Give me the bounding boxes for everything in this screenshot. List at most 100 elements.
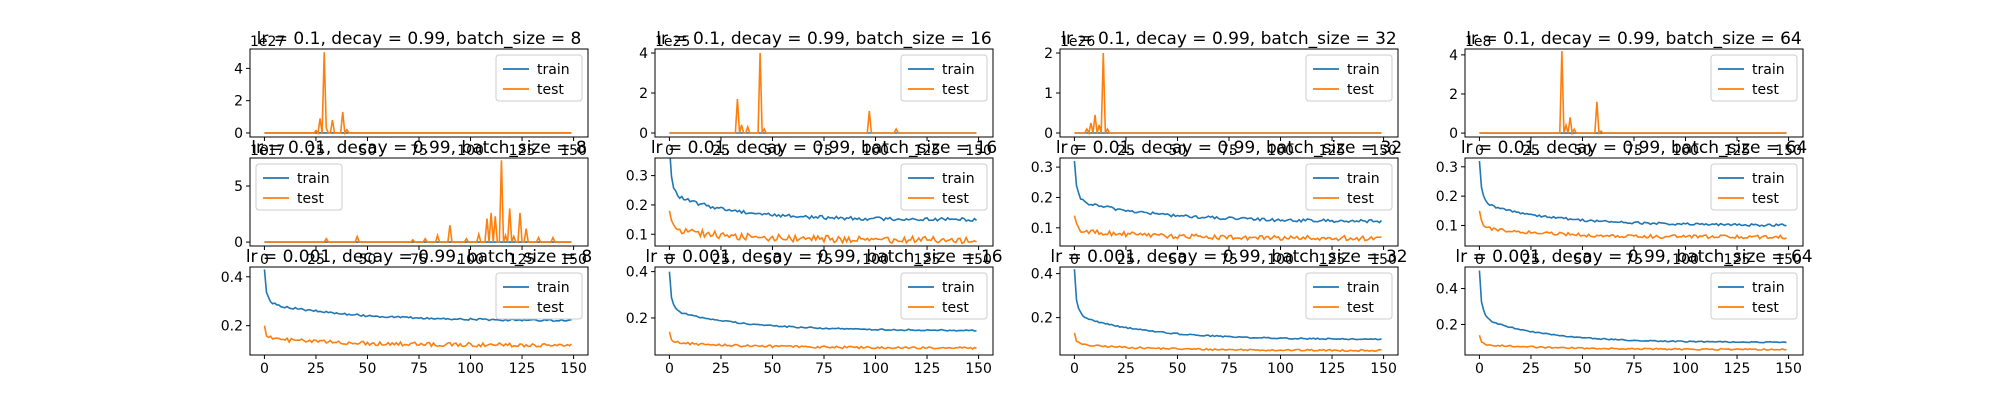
y-tick-label: 1 [1044, 86, 1053, 102]
x-tick-label: 50 [1574, 361, 1592, 377]
y-tick-label: 2 [639, 86, 648, 102]
x-tick-label: 125 [1319, 143, 1346, 159]
x-tick-label: 25 [1117, 361, 1135, 377]
subplot-title: lr = 0.1, decay = 0.99, batch_size = 16 [656, 29, 992, 49]
y-scale-label: 1e27 [250, 34, 285, 50]
series-line-test [263, 325, 573, 349]
subplot-title: lr = 0.01, decay = 0.99, batch_size = 32 [1056, 138, 1402, 158]
series-line-train [1073, 269, 1382, 341]
subplot-11[interactable]: 0 25 50 75 100 125 150 0.2 0.4lr = 0.001, decay … [1031, 247, 1408, 377]
subplot-9[interactable]: 0 25 50 75 100 125 150 0.2 0.4lr = 0.001, decay … [221, 247, 592, 377]
series-line-test [668, 210, 977, 245]
series-line-train [669, 158, 978, 222]
x-tick-label: 125 [1724, 143, 1751, 159]
plot-area [264, 160, 572, 243]
x-tick-label: 75 [1220, 143, 1238, 159]
subplot-10[interactable]: 0 25 50 75 100 125 150 0.2 0.4lr = 0.001, decay … [626, 247, 1003, 377]
legend-label-train: train [1752, 62, 1785, 78]
legend-label-train: train [942, 62, 975, 78]
series-line-train [1073, 160, 1383, 224]
y-scale-label: 1e25 [655, 34, 690, 50]
subplot-7[interactable]: 0 25 50 75 100 125 150 0.1 0.2 0.3lr = 0.01, deca… [1031, 138, 1402, 268]
legend-label-train: train [942, 171, 975, 187]
subplot-12[interactable]: 0 25 50 75 100 125 150 0.2 0.4 lr = 0.001, decay … [1436, 247, 1813, 377]
x-tick-label: 100 [1267, 361, 1294, 377]
legend-label-test: test [1752, 300, 1779, 316]
x-tick-label: 25 [307, 143, 325, 159]
plot-area [1073, 269, 1382, 353]
legend-label-train: train [1752, 171, 1785, 187]
plot-area [668, 158, 978, 245]
subplot-title: lr = 0.01, decay = 0.99, batch_size = 8 [251, 138, 587, 158]
x-tick-label: 25 [1522, 143, 1540, 159]
x-tick-label: 125 [509, 143, 536, 159]
x-tick-label: 150 [965, 361, 992, 377]
x-tick-label: 150 [1775, 361, 1802, 377]
x-tick-label: 50 [1169, 361, 1187, 377]
legend-label-test: test [942, 191, 969, 207]
subplot-title: lr = 0.001, decay = 0.99, batch_size = 8 [246, 247, 592, 267]
legend-label-train: train [942, 280, 975, 296]
y-tick-label: 0.2 [626, 198, 648, 214]
x-tick-label: 0 [1475, 252, 1484, 268]
x-tick-label: 125 [1319, 252, 1346, 268]
subplot-8[interactable]: 0 25 50 75 100 125 150 0.1 0.2 0.3lr = 0.01, deca… [1436, 138, 1807, 268]
legend-label-train: train [537, 280, 570, 296]
x-tick-label: 75 [815, 361, 833, 377]
series-line-test [1074, 52, 1382, 136]
series-line-train [1478, 160, 1787, 228]
y-tick-label: 5 [234, 179, 243, 195]
subplot-title: lr = 0.001, decay = 0.99, batch_size = 1… [645, 247, 1002, 267]
y-tick-label: 0 [1044, 126, 1053, 142]
legend: train test [1710, 272, 1798, 320]
plot-area [1478, 270, 1787, 351]
x-tick-label: 75 [1220, 361, 1238, 377]
legend-label-test: test [297, 191, 324, 207]
x-tick-label: 150 [965, 143, 992, 159]
x-tick-label: 50 [359, 361, 377, 377]
y-tick-label: 0.2 [1031, 190, 1053, 206]
legend: train test [1305, 272, 1393, 320]
subplot-6[interactable]: 0 25 50 75 100 125 150 0.1 0.2 0.3lr = 0.01, deca… [626, 138, 997, 268]
series-line-train [668, 271, 977, 332]
legend-label-train: train [537, 62, 570, 78]
x-tick-label: 0 [665, 252, 674, 268]
legend: train test [900, 163, 988, 211]
x-tick-label: 100 [862, 361, 889, 377]
x-tick-label: 25 [712, 252, 730, 268]
x-tick-label: 75 [815, 143, 833, 159]
series-line-test [668, 331, 977, 350]
x-tick-label: 25 [307, 361, 325, 377]
series-line-train [263, 269, 572, 322]
x-tick-label: 50 [1574, 252, 1592, 268]
x-tick-label: 25 [712, 143, 730, 159]
y-tick-label: 0.3 [1436, 160, 1458, 176]
x-tick-label: 150 [1775, 252, 1802, 268]
y-tick-label: 0.2 [1031, 311, 1053, 327]
y-tick-label: 4 [234, 61, 243, 77]
x-tick-label: 0 [665, 361, 674, 377]
legend-label-test: test [1347, 82, 1374, 98]
y-tick-label: 0.1 [626, 227, 648, 243]
plot-area [1479, 50, 1787, 136]
x-tick-label: 100 [862, 143, 889, 159]
subplot-title: lr = 0.01, decay = 0.99, batch_size = 64 [1461, 138, 1807, 158]
plot-area [264, 52, 572, 136]
y-tick-label: 0.2 [1436, 317, 1458, 333]
legend-label-train: train [1347, 280, 1380, 296]
legend: train test [900, 54, 988, 102]
legend-label-test: test [1752, 191, 1779, 207]
y-tick-label: 4 [639, 46, 648, 62]
legend: train test [900, 272, 988, 320]
y-tick-label: 0.1 [1436, 218, 1458, 234]
y-scale-label: 1e8 [1465, 34, 1491, 50]
x-tick-label: 125 [1319, 361, 1346, 377]
legend: train test [1710, 54, 1798, 102]
x-tick-label: 100 [457, 143, 484, 159]
x-tick-label: 75 [410, 252, 428, 268]
